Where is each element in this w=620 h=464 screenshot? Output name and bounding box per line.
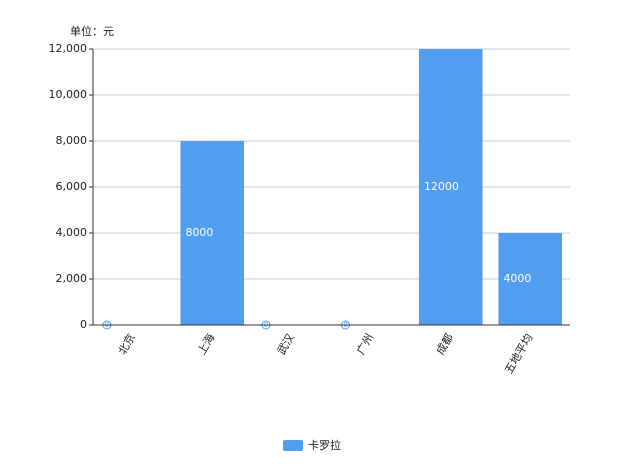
x-tick-label: 上海 xyxy=(194,331,217,357)
value-label: 12000 xyxy=(424,180,459,193)
y-tick-label: 2,000 xyxy=(56,272,88,285)
y-tick-label: 8,000 xyxy=(56,134,88,147)
unit-label: 单位：元 xyxy=(70,24,114,38)
value-label: 8000 xyxy=(185,226,213,239)
y-tick-label: 10,000 xyxy=(49,88,88,101)
y-tick-label: 0 xyxy=(80,318,87,331)
value-label: 4000 xyxy=(503,272,531,285)
legend-label: 卡罗拉 xyxy=(308,438,341,452)
legend-swatch xyxy=(283,440,303,451)
x-tick-label: 成都 xyxy=(434,332,456,358)
x-tick-label: 北京 xyxy=(115,331,138,357)
bar xyxy=(418,49,483,325)
y-tick-label: 4,000 xyxy=(56,226,88,239)
y-tick-label: 6,000 xyxy=(56,180,88,193)
x-tick-label: 武汉 xyxy=(275,332,297,358)
y-tick-label: 12,000 xyxy=(49,42,88,55)
bar xyxy=(180,141,245,325)
bar xyxy=(498,233,563,325)
x-tick-label: 广州 xyxy=(354,332,376,358)
x-tick-label: 五地平均 xyxy=(502,332,535,377)
